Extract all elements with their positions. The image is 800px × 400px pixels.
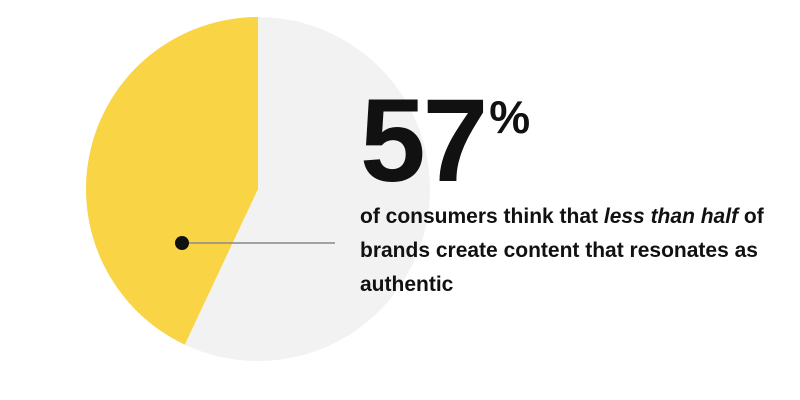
stat-unit: % — [489, 91, 531, 143]
caption-emphasis: less than half — [603, 205, 739, 228]
pie-slice-1 — [184, 17, 430, 361]
leader-dot — [175, 236, 189, 250]
caption-text-after: of brands create content that resonates … — [360, 205, 764, 296]
caption-text-before: of consumers think that — [360, 205, 604, 228]
stat-caption: of consumers think that less than half o… — [360, 200, 780, 302]
stat-headline: 57 % — [360, 82, 530, 200]
pie-slice-0 — [86, 17, 258, 345]
stat-value: 57 — [360, 75, 488, 207]
